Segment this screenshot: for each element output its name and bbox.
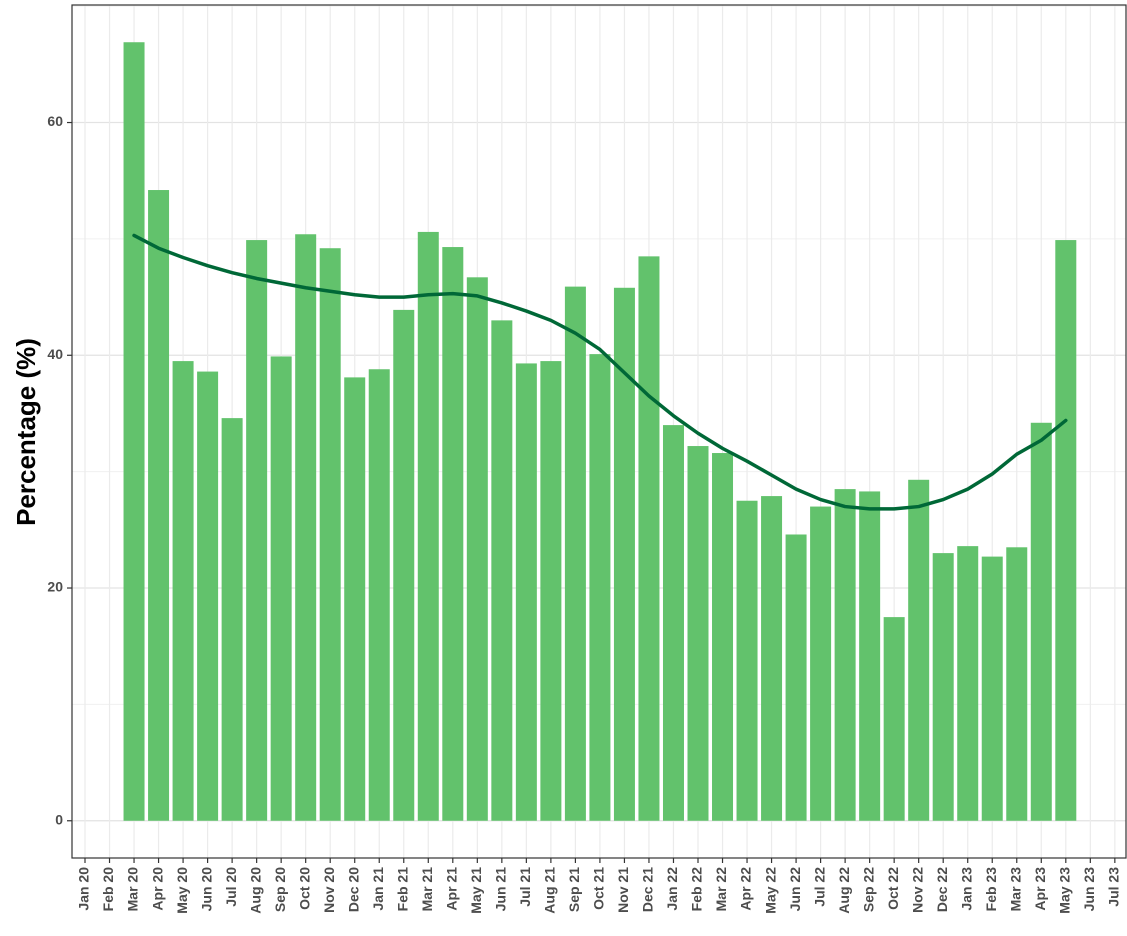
bar bbox=[1030, 422, 1052, 821]
x-tick-label: Feb 21 bbox=[394, 867, 410, 912]
plot-border bbox=[71, 4, 1127, 859]
bar bbox=[712, 453, 734, 821]
x-tick-label: Feb 20 bbox=[100, 867, 116, 912]
x-tick-label: Jan 20 bbox=[76, 867, 92, 911]
bar bbox=[638, 256, 660, 821]
bar bbox=[908, 479, 930, 821]
bar bbox=[172, 361, 194, 821]
bar bbox=[613, 287, 635, 821]
bar bbox=[662, 425, 684, 821]
bar bbox=[834, 489, 856, 821]
x-tick-label: May 22 bbox=[762, 867, 778, 914]
x-tick-label: Jun 22 bbox=[787, 867, 803, 912]
bar bbox=[466, 277, 488, 821]
bar bbox=[295, 234, 317, 821]
x-tick-label: Apr 20 bbox=[149, 867, 165, 911]
x-tick-label: Jan 21 bbox=[370, 867, 386, 911]
bar bbox=[148, 190, 170, 821]
x-tick-label: Aug 22 bbox=[836, 867, 852, 914]
bar bbox=[393, 309, 415, 821]
x-tick-label: Aug 21 bbox=[542, 867, 558, 914]
x-tick-label: Nov 20 bbox=[321, 867, 337, 913]
x-tick-label: Jan 23 bbox=[958, 867, 974, 911]
bar bbox=[123, 42, 145, 821]
x-tick-label: Dec 22 bbox=[934, 867, 950, 912]
x-tick-label: May 20 bbox=[174, 867, 190, 914]
marks bbox=[123, 42, 1077, 821]
x-tick-label: Oct 22 bbox=[885, 867, 901, 910]
x-tick-label: Feb 22 bbox=[689, 867, 705, 912]
x-tick-label: Jun 21 bbox=[493, 867, 509, 912]
bar bbox=[442, 247, 464, 821]
bar bbox=[246, 240, 268, 821]
x-tick-label: Aug 20 bbox=[247, 867, 263, 914]
x-tick-label: Jul 22 bbox=[811, 867, 827, 907]
bar bbox=[197, 371, 219, 821]
x-tick-label: Jun 23 bbox=[1081, 867, 1097, 912]
bar bbox=[981, 556, 1003, 821]
x-tick-label: Dec 20 bbox=[345, 867, 361, 912]
axes: 0 20 40 60 Jan 20 Feb 20 Mar 20 Apr 20 May 20 Jun… bbox=[47, 113, 1121, 913]
bar bbox=[319, 248, 341, 821]
x-tick-label: Nov 22 bbox=[909, 867, 925, 913]
x-tick-label: Jul 23 bbox=[1106, 867, 1122, 907]
x-tick-label: Mar 22 bbox=[713, 867, 729, 912]
x-tick-label: Sep 21 bbox=[566, 867, 582, 912]
x-tick-label: Jul 21 bbox=[517, 867, 533, 907]
x-tick-label: Jun 20 bbox=[198, 867, 214, 912]
bar bbox=[932, 553, 954, 821]
bar bbox=[515, 363, 537, 821]
x-tick-label: Mar 20 bbox=[125, 867, 141, 912]
x-tick-label: Nov 21 bbox=[615, 867, 631, 913]
bar bbox=[957, 546, 979, 821]
bar bbox=[491, 320, 513, 821]
bar bbox=[221, 418, 243, 821]
x-tick-label: Apr 22 bbox=[738, 867, 754, 911]
x-tick-label: Mar 21 bbox=[419, 867, 435, 912]
x-tick-label: Sep 22 bbox=[860, 867, 876, 912]
y-tick-label: 60 bbox=[47, 113, 63, 129]
bar bbox=[785, 534, 807, 821]
y-tick-label: 20 bbox=[47, 579, 63, 595]
bar bbox=[761, 496, 783, 821]
x-tick-label: Feb 23 bbox=[983, 867, 999, 912]
bar bbox=[1006, 547, 1028, 821]
bar bbox=[1055, 240, 1077, 821]
bar bbox=[368, 369, 390, 821]
y-axis-title: Percentage (%) bbox=[11, 338, 41, 526]
x-tick-label: Apr 21 bbox=[444, 867, 460, 911]
bar bbox=[417, 231, 439, 821]
y-tick-label: 40 bbox=[47, 346, 63, 362]
x-tick-label: Oct 20 bbox=[296, 867, 312, 910]
y-tick-label: 0 bbox=[55, 811, 63, 827]
bar bbox=[883, 617, 905, 821]
bar bbox=[270, 356, 292, 821]
bar bbox=[736, 500, 758, 821]
x-tick-label: Jan 22 bbox=[664, 867, 680, 911]
bar bbox=[344, 377, 366, 821]
x-tick-label: Apr 23 bbox=[1032, 867, 1048, 911]
x-tick-label: Oct 21 bbox=[591, 867, 607, 910]
bar bbox=[859, 491, 881, 821]
bar bbox=[540, 361, 562, 821]
x-tick-label: Dec 21 bbox=[640, 867, 656, 912]
x-tick-label: May 23 bbox=[1057, 867, 1073, 914]
x-tick-label: May 21 bbox=[468, 867, 484, 914]
bar bbox=[564, 286, 586, 821]
x-tick-label: Jul 20 bbox=[223, 867, 239, 907]
bar bbox=[810, 506, 832, 821]
x-tick-label: Sep 20 bbox=[272, 867, 288, 912]
bar bbox=[589, 354, 611, 821]
bar bbox=[687, 446, 709, 821]
trend-line bbox=[132, 233, 1068, 511]
x-tick-label: Mar 23 bbox=[1007, 867, 1023, 912]
